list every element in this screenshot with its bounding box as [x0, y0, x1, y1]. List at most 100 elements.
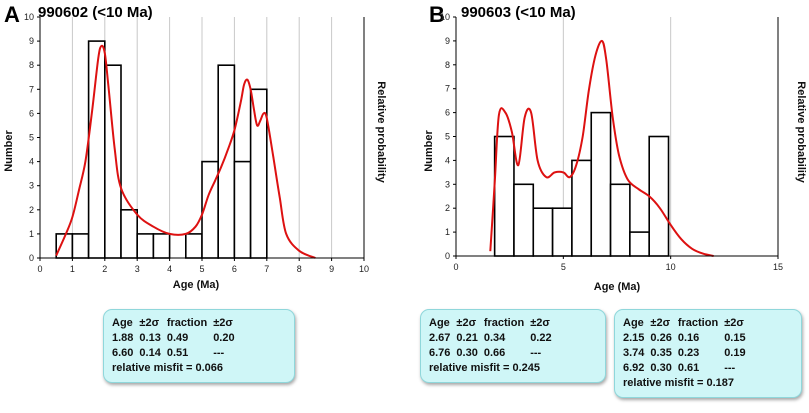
header-age-error: ±2σ [650, 317, 671, 329]
panel-b-bar [513, 183, 535, 257]
cell: 0.22 [530, 332, 552, 344]
header-age: Age [623, 317, 644, 329]
relative-misfit: relative misfit = 0.066 [112, 362, 223, 374]
panel-a-bar [249, 88, 268, 259]
panel-b-right-axis-label: Relative probability [795, 81, 807, 183]
header-age-error: ±2σ [139, 317, 160, 329]
panel-a-bar [104, 64, 122, 259]
cell: --- [724, 362, 736, 374]
panel-b-y-tick-label: 8 [445, 60, 450, 70]
panel-a-y-tick-label: 7 [29, 84, 34, 94]
cell: 3.74 [623, 347, 645, 359]
panel-b-y-tick-label: 7 [445, 84, 450, 94]
panel-b-y-axis-label: Number [423, 130, 435, 172]
panel-a-results-box: Age ±2σ fraction ±2σ 1.88 0.13 0.49 0.20… [103, 309, 295, 383]
header-fraction: fraction [677, 317, 719, 329]
cell: 2.15 [623, 332, 645, 344]
relative-misfit: relative misfit = 0.245 [429, 362, 540, 374]
cell: 0.21 [456, 332, 478, 344]
cell: 6.76 [429, 347, 451, 359]
panel-a-x-tick-label: 3 [135, 264, 140, 274]
panel-a-y-tick-label: 0 [29, 253, 34, 263]
cell: 0.51 [166, 347, 189, 359]
panel-a-bar [136, 233, 155, 259]
panel-b-x-tick-label: 0 [453, 262, 458, 272]
panel-b-letter: B [429, 2, 445, 27]
cell: 0.23 [677, 347, 700, 359]
panel-a-x-axis-label: Age (Ma) [173, 279, 220, 291]
cell: 0.19 [724, 347, 746, 359]
panel-a-x-tick-label: 4 [167, 264, 172, 274]
panel-a-right-axis-label: Relative probability [375, 81, 387, 183]
panel-a-x-tick-label: 2 [102, 264, 107, 274]
panel-b-bar [609, 183, 631, 257]
panel-a-x-tick-label: 9 [329, 264, 334, 274]
panel-b-x-tick-label: 15 [773, 262, 783, 272]
relative-misfit: relative misfit = 0.187 [623, 377, 734, 389]
cell: 0.26 [650, 332, 672, 344]
header-fraction: fraction [166, 317, 208, 329]
cell: 0.13 [139, 332, 161, 344]
cell: --- [530, 347, 542, 359]
results-table: Age ±2σ fraction ±2σ 1.88 0.13 0.49 0.20… [112, 316, 241, 361]
cell: 0.35 [650, 347, 672, 359]
panel-b-y-tick-label: 6 [445, 108, 450, 118]
panel-a-y-tick-label: 6 [29, 108, 34, 118]
panel-b-bar [629, 231, 651, 257]
panel-b-y-tick-label: 0 [445, 251, 450, 261]
panel-a-bar [185, 233, 203, 259]
cell: 0.30 [650, 362, 672, 374]
panel-a-x-tick-label: 10 [359, 264, 369, 274]
panel-a-letter: A [4, 2, 20, 27]
panel-a-x-tick-label: 7 [264, 264, 269, 274]
panel-a-y-tick-label: 3 [29, 181, 34, 191]
panel-a-y-tick-label: 4 [29, 157, 34, 167]
panel-a-bar [217, 64, 236, 259]
panel-a-x-tick-label: 6 [232, 264, 237, 274]
panel-a-y-tick-label: 9 [29, 36, 34, 46]
header-age: Age [112, 317, 133, 329]
panel-b-bar [590, 111, 612, 257]
panel-b-y-tick-label: 9 [445, 36, 450, 46]
cell: 0.14 [139, 347, 161, 359]
panel-b-x-tick-label: 5 [561, 262, 566, 272]
panel-b-y-tick-label: 10 [440, 12, 450, 22]
panel-a-y-tick-label: 8 [29, 60, 34, 70]
panel-b-x-axis-label: Age (Ma) [594, 281, 641, 293]
panel-a-x-tick-label: 0 [37, 264, 42, 274]
panel-a-y-tick-label: 1 [29, 229, 34, 239]
header-fraction-error: ±2σ [213, 317, 233, 329]
panel-b-results-box-1: Age ±2σ fraction ±2σ 2.67 0.21 0.34 0.22… [420, 309, 606, 383]
header-age-error: ±2σ [456, 317, 477, 329]
panel-a-x-tick-label: 8 [297, 264, 302, 274]
panel-b-bar [532, 207, 554, 257]
cell: 0.34 [483, 332, 506, 344]
panel-b-y-tick-label: 1 [445, 227, 450, 237]
cell: 0.16 [677, 332, 700, 344]
panel-b-bar [571, 159, 593, 257]
cell: 0.49 [166, 332, 189, 344]
panel-b-bar [493, 135, 515, 257]
panel-b-bar [648, 135, 670, 257]
panel-a-x-tick-label: 1 [70, 264, 75, 274]
panel-b-y-tick-label: 3 [445, 179, 450, 189]
results-table: Age ±2σ fraction ±2σ 2.67 0.21 0.34 0.22… [429, 316, 558, 361]
results-table: Age ±2σ fraction ±2σ 2.15 0.26 0.16 0.15… [623, 316, 752, 376]
panel-b-bar [551, 207, 573, 257]
panel-a-y-tick-label: 5 [29, 133, 34, 143]
panel-a-plot: 0 1 2 3 4 5 6 7 8 9 10 0 1 2 3 4 5 6 7 8 9 10 [24, 12, 369, 274]
panel-a-y-axis-label: Number [3, 130, 15, 172]
cell: 2.67 [429, 332, 451, 344]
cell: 0.66 [483, 347, 506, 359]
cell: 1.88 [112, 332, 134, 344]
cell: 0.30 [456, 347, 478, 359]
header-age: Age [429, 317, 450, 329]
panel-b-probability-curve [489, 39, 714, 257]
panel-a-x-tick-label: 5 [199, 264, 204, 274]
header-fraction-error: ±2σ [724, 317, 744, 329]
panel-b-title: 990603 (<10 Ma) [461, 4, 576, 21]
panel-a-title: 990602 (<10 Ma) [38, 4, 153, 21]
panel-a-y-tick-label: 2 [29, 205, 34, 215]
cell: 0.20 [213, 332, 235, 344]
